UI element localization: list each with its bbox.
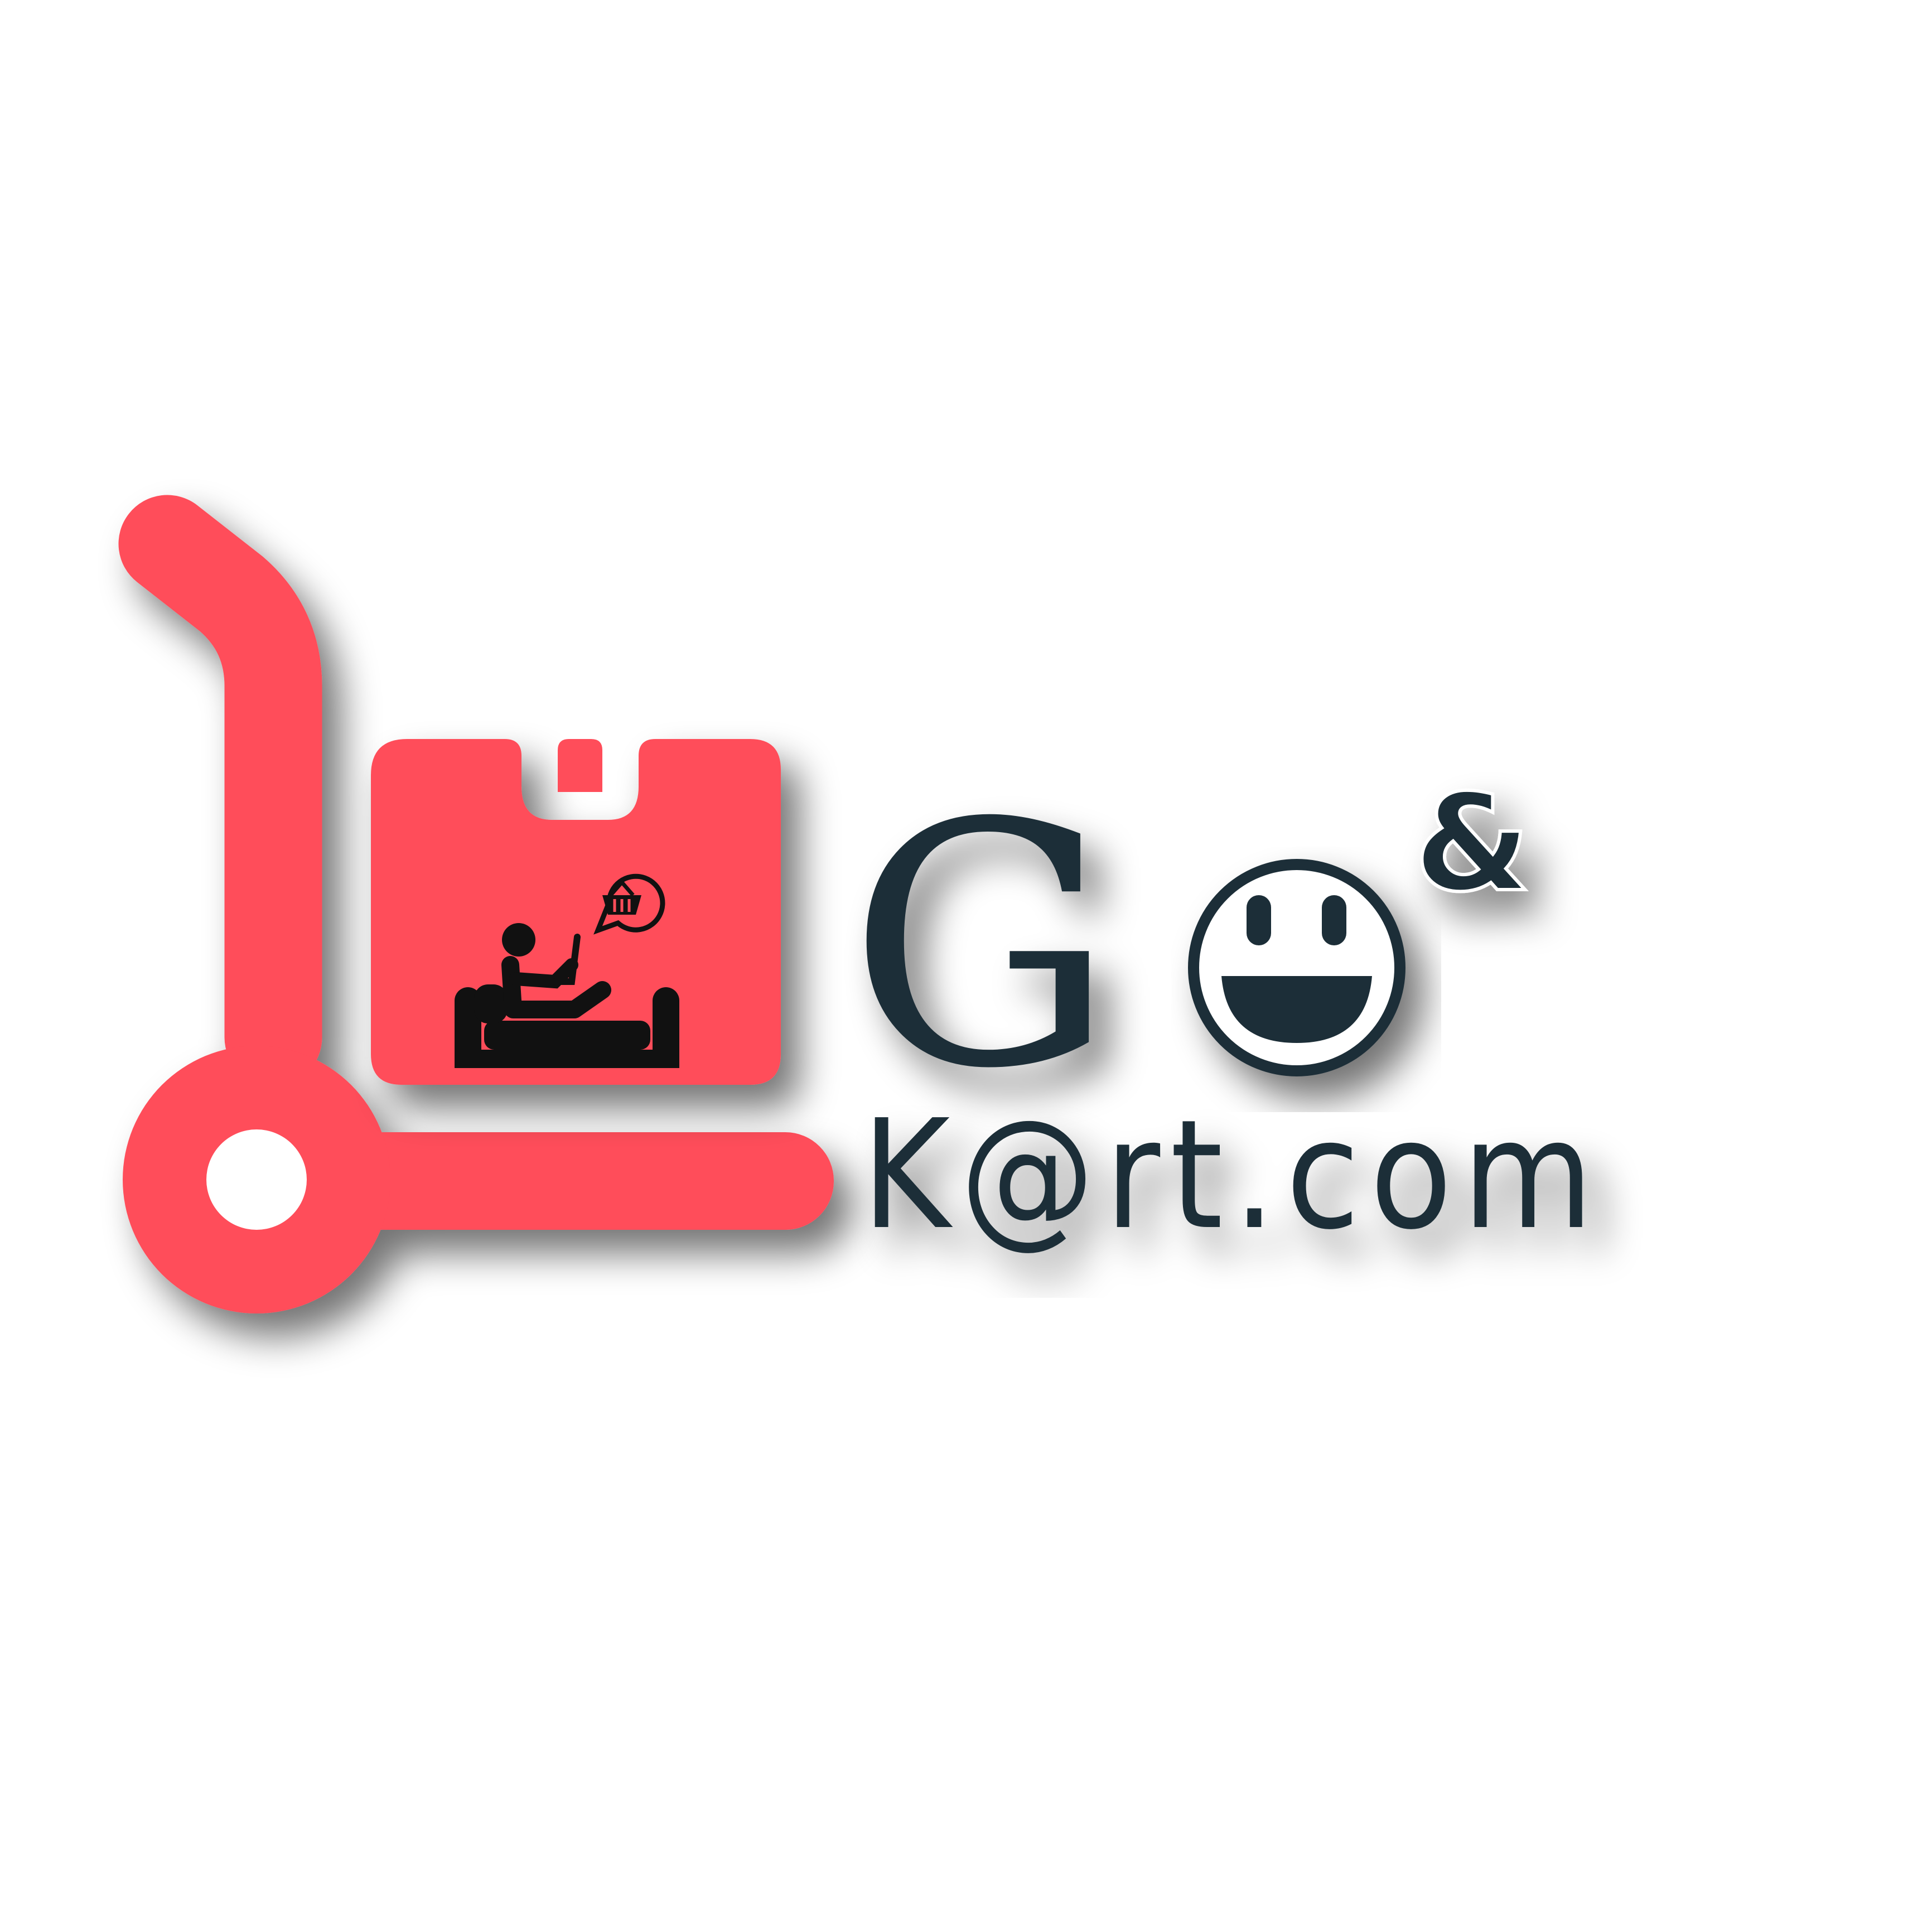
smiley-face-icon <box>1188 859 1405 1076</box>
sofa-right-arm <box>653 987 679 1068</box>
person-head <box>502 923 535 957</box>
smiley-right-eye <box>1322 895 1346 945</box>
sofa-seat <box>484 1021 650 1050</box>
basket-handle <box>609 879 635 897</box>
brand-ampersand: & <box>1414 765 1530 921</box>
speech-bubble <box>593 873 665 935</box>
cart-wheel-hub <box>206 1129 307 1230</box>
shopping-basket-icon <box>593 873 665 935</box>
smiley-left-eye <box>1247 895 1271 945</box>
smiley-mouth <box>1221 976 1372 1043</box>
cart-handle <box>118 495 322 1086</box>
laptop <box>552 934 581 985</box>
box-tab <box>558 739 602 792</box>
cart-base <box>335 1132 834 1230</box>
brand-kart-text: K@rt.com <box>862 1087 1603 1263</box>
brand-go-letter: G <box>848 752 1115 1142</box>
person-body <box>501 956 611 1018</box>
sofa-base <box>455 1050 679 1068</box>
hand-truck-icon <box>118 495 834 1313</box>
sofa-cushion <box>474 984 508 1023</box>
person-on-sofa-with-laptop-icon <box>455 923 679 1068</box>
